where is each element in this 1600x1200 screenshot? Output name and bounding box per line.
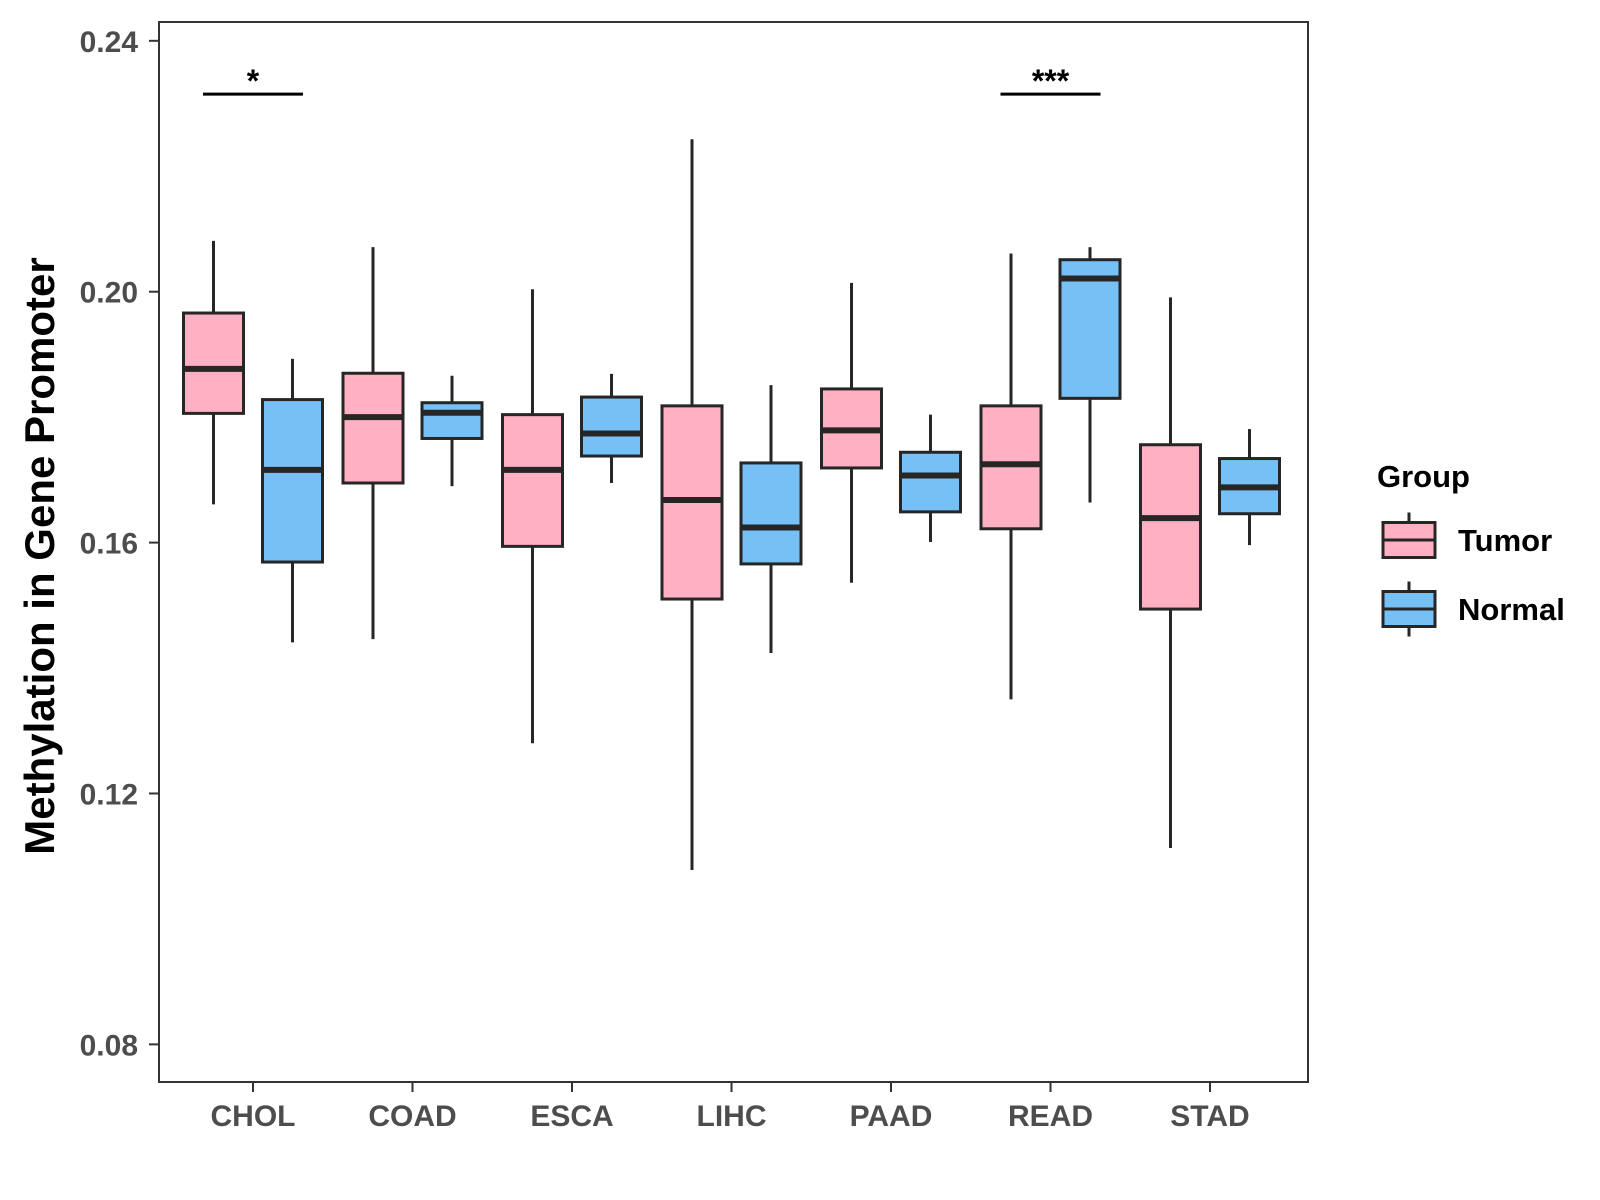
legend-label: Normal: [1458, 592, 1565, 627]
iqr-box: [1058, 258, 1122, 400]
legend-title: Group: [1377, 459, 1470, 494]
plot-panel-border: [158, 21, 1309, 1083]
y-axis: 0.08 0.12 0.16 0.20 0.24: [80, 26, 159, 1062]
x-tick-label: COAD: [368, 1100, 456, 1133]
significance-label: ***: [1032, 63, 1070, 99]
x-tick-label: STAD: [1170, 1100, 1249, 1133]
box-normal-esca: [580, 373, 643, 484]
box-tumor-chol: [182, 240, 245, 505]
box-normal-stad: [1218, 429, 1281, 546]
x-tick-label: LIHC: [697, 1100, 767, 1133]
significance-label: *: [247, 63, 260, 99]
iqr-box: [501, 413, 564, 548]
box-normal-coad: [420, 375, 484, 487]
y-axis-title: Methylation in Gene Promoter: [16, 257, 63, 854]
iqr-box: [420, 401, 484, 440]
iqr-box: [261, 398, 324, 564]
box-tumor-lihc: [660, 139, 724, 870]
box-normal-lihc: [739, 385, 803, 653]
iqr-box: [580, 395, 643, 458]
y-tick-label: 0.08: [80, 1029, 138, 1062]
iqr-box: [182, 311, 245, 415]
legend-label: Tumor: [1458, 523, 1552, 558]
box-tumor-stad: [1139, 297, 1202, 849]
legend-item-normal: Normal: [1381, 581, 1565, 637]
box-tumor-paad: [820, 282, 883, 583]
legend: Group Tumor Normal: [1377, 459, 1565, 637]
box-normal-paad: [899, 414, 962, 542]
y-tick-label: 0.16: [80, 528, 138, 561]
y-tick-label: 0.24: [80, 26, 139, 59]
box-tumor-read: [979, 253, 1043, 700]
iqr-box: [739, 461, 803, 566]
iqr-box: [899, 450, 962, 514]
x-tick-label: CHOL: [211, 1100, 296, 1133]
x-axis: CHOL COAD ESCA LIHC PAAD READ STAD: [211, 1082, 1250, 1133]
box-series: [182, 139, 1281, 870]
iqr-box: [341, 371, 405, 485]
box-tumor-esca: [501, 289, 564, 744]
box-normal-chol: [261, 358, 324, 643]
box-tumor-coad: [341, 247, 405, 640]
iqr-box: [1139, 443, 1202, 611]
x-tick-label: PAAD: [850, 1100, 933, 1133]
box-normal-read: [1058, 247, 1122, 503]
significance-annotations: * ***: [203, 63, 1101, 99]
y-tick-label: 0.12: [80, 778, 138, 811]
x-tick-label: READ: [1008, 1100, 1093, 1133]
x-tick-label: ESCA: [530, 1100, 613, 1133]
legend-item-tumor: Tumor: [1381, 512, 1552, 559]
y-tick-label: 0.20: [80, 277, 138, 310]
iqr-box: [979, 404, 1043, 531]
